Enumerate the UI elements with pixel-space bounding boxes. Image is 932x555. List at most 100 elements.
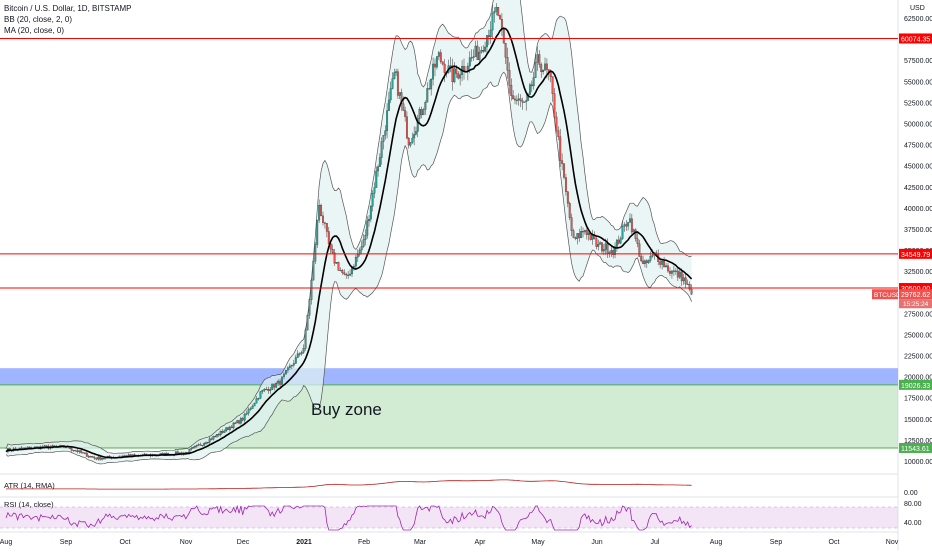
candle-body: [239, 418, 242, 424]
candle-body: [570, 217, 573, 231]
candle-body: [559, 136, 562, 161]
candle-body: [470, 57, 473, 59]
candle-body: [638, 243, 641, 257]
candle-body: [337, 262, 340, 271]
price-tick-label: 12500.00: [904, 438, 932, 445]
candle-body: [373, 187, 376, 194]
candle-body: [389, 88, 392, 101]
candle-body: [356, 254, 359, 258]
candle-body: [269, 389, 272, 391]
candle-body: [89, 456, 92, 458]
countdown-bg: [899, 299, 932, 309]
candle-body: [591, 235, 594, 240]
candle-body: [247, 409, 250, 414]
candle-body: [223, 430, 226, 433]
candle-body: [647, 260, 650, 263]
rsi-legend: RSI (14, close): [4, 500, 54, 509]
candle-body: [680, 271, 683, 282]
candle-body: [369, 206, 372, 220]
candle-body: [472, 56, 475, 58]
atr-line: [5, 479, 692, 490]
candle-body: [455, 68, 458, 74]
candle-body: [484, 46, 487, 52]
candle-body: [241, 418, 244, 421]
candle-body: [245, 412, 248, 415]
candle-body: [398, 92, 401, 96]
candle-body: [418, 109, 421, 119]
candle-body: [314, 244, 317, 262]
zone-blue: [0, 368, 898, 385]
candle-body: [636, 238, 639, 244]
ma-legend: MA (20, close, 0): [4, 26, 65, 35]
zone-top-label: 19026.33: [901, 383, 930, 390]
candle-body: [354, 256, 357, 267]
candle-body: [393, 72, 396, 79]
candle-body: [285, 370, 287, 375]
candle-body: [234, 422, 237, 424]
candle-body: [478, 51, 481, 61]
bb-fill: [6, 0, 692, 464]
candle-body: [288, 365, 291, 368]
candle-body: [214, 435, 217, 438]
price-tick-label: 40000.00: [904, 206, 932, 213]
candle-body: [83, 452, 86, 454]
time-tick-label: Feb: [358, 539, 370, 546]
candle-body: [643, 260, 646, 264]
candle-body: [428, 88, 431, 90]
candle-body: [407, 137, 410, 146]
last-price-label: 29762.62: [901, 292, 930, 299]
level-label-bg: [899, 33, 932, 44]
candle-body: [619, 238, 622, 244]
candle-body: [595, 238, 598, 247]
candle-body: [304, 329, 307, 349]
candle-body: [453, 68, 456, 83]
candle-body: [378, 157, 381, 167]
candle-body: [534, 62, 537, 78]
candle-body: [684, 277, 687, 285]
candle-body: [642, 260, 645, 264]
candle-body: [599, 242, 602, 245]
candle-body: [277, 380, 280, 384]
candle-body: [564, 177, 567, 192]
candle-body: [300, 352, 303, 355]
candle-body: [441, 61, 444, 65]
candle-body: [499, 15, 501, 20]
candle-body: [201, 444, 204, 447]
candle-body: [566, 191, 569, 204]
candle-body: [273, 383, 276, 388]
candle-body: [500, 19, 503, 30]
candle-body: [538, 54, 541, 65]
candle-body: [439, 52, 442, 62]
price-tick-label: 25000.00: [904, 332, 932, 339]
time-tick-label: Mar: [414, 539, 427, 546]
price-tick-label: 27500.00: [904, 311, 932, 318]
candle-body: [251, 405, 254, 409]
candle-body: [238, 420, 241, 424]
candle-body: [672, 270, 675, 272]
candle-body: [606, 243, 609, 254]
time-tick-label: Aug: [0, 539, 12, 546]
candle-body: [20, 447, 23, 449]
candle-body: [368, 219, 370, 222]
bb-upper: [5, 0, 692, 454]
candle-body: [225, 427, 228, 432]
candle-body: [85, 452, 88, 457]
rsi-tick-label: 40.00: [904, 520, 922, 527]
candle-body: [434, 63, 436, 68]
candle-body: [430, 79, 433, 90]
price-tick-label: 20000.00: [904, 375, 932, 382]
candle-body: [91, 456, 94, 458]
candle-body: [78, 450, 81, 453]
candle-body: [316, 219, 319, 245]
candle-body: [582, 231, 584, 233]
candle-body: [512, 95, 515, 100]
candle-body: [502, 28, 505, 44]
candle-body: [506, 57, 509, 71]
candle-body: [318, 204, 321, 221]
candle-body: [339, 270, 342, 272]
candle-body: [521, 100, 524, 103]
candle-body: [129, 454, 132, 457]
candle-body: [508, 70, 511, 86]
